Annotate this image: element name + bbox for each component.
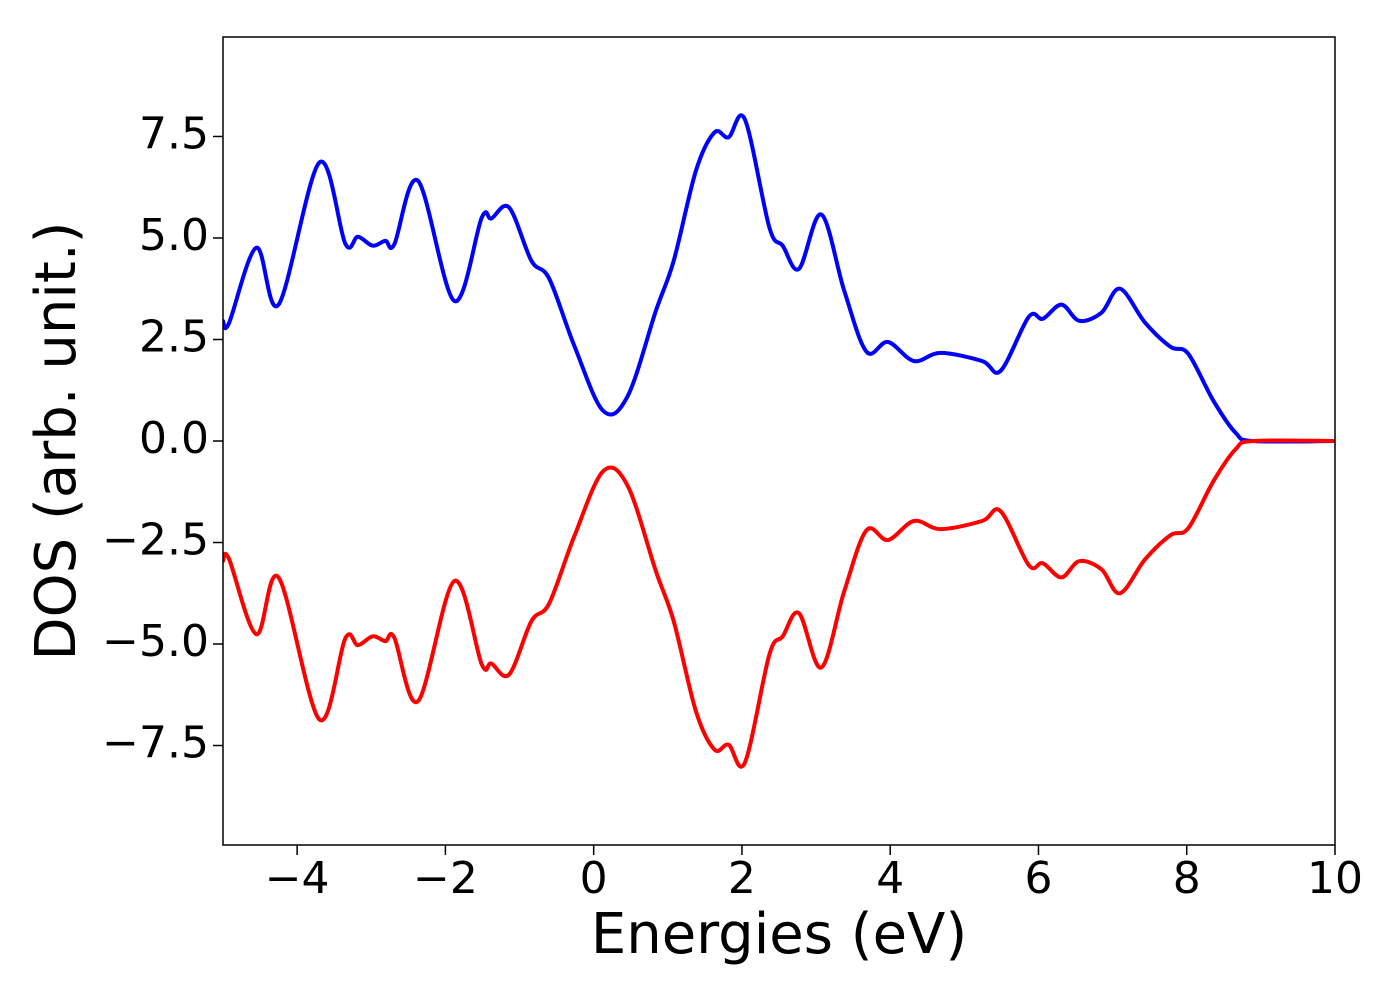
x-tick-label: 10 bbox=[1307, 853, 1363, 904]
x-tick-label: −4 bbox=[265, 853, 330, 904]
y-tick-label: −5.0 bbox=[102, 616, 209, 667]
x-tick-label: 6 bbox=[1024, 853, 1052, 904]
x-tick-label: −2 bbox=[413, 853, 478, 904]
line bbox=[223, 113, 1335, 444]
x-axis-label: Energies (eV) bbox=[591, 902, 967, 967]
y-tick-label: 0.0 bbox=[139, 413, 209, 464]
y-tick-label: −7.5 bbox=[102, 718, 209, 769]
line bbox=[223, 438, 1335, 769]
y-tick-label: 7.5 bbox=[139, 108, 209, 159]
y-tick-label: 2.5 bbox=[139, 311, 209, 362]
x-tick-label: 0 bbox=[580, 853, 608, 904]
y-axis-label: DOS (arb. unit.) bbox=[24, 221, 89, 660]
y-tick-label: −2.5 bbox=[102, 515, 209, 566]
x-tick-label: 2 bbox=[728, 853, 756, 904]
x-tick-label: 8 bbox=[1173, 853, 1201, 904]
y-tick-label: 5.0 bbox=[139, 210, 209, 261]
x-tick-label: 4 bbox=[876, 853, 904, 904]
plot-frame bbox=[222, 36, 1336, 846]
